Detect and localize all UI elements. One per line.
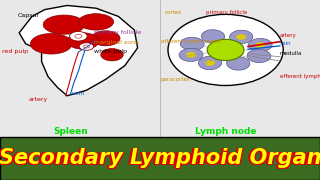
Ellipse shape xyxy=(70,31,87,41)
Ellipse shape xyxy=(180,37,204,50)
Text: marginal zone: marginal zone xyxy=(94,40,139,45)
Text: vein: vein xyxy=(280,41,292,46)
Ellipse shape xyxy=(229,30,253,44)
Ellipse shape xyxy=(30,33,72,54)
Text: afferent lymph vessel: afferent lymph vessel xyxy=(161,39,221,44)
Polygon shape xyxy=(19,5,138,96)
Ellipse shape xyxy=(91,31,120,46)
Text: Secondary Lymphoid Organ: Secondary Lymphoid Organ xyxy=(0,149,320,169)
Ellipse shape xyxy=(43,15,85,34)
Text: efferent lymphatic vessel: efferent lymphatic vessel xyxy=(280,74,320,79)
Ellipse shape xyxy=(255,42,265,48)
Text: Secondary Lymphoid Organ: Secondary Lymphoid Organ xyxy=(0,149,320,169)
Text: Capsul: Capsul xyxy=(18,13,39,17)
Text: primary follicle: primary follicle xyxy=(94,30,141,35)
Text: Lymph node: Lymph node xyxy=(195,127,256,136)
Text: Spleen: Spleen xyxy=(53,127,88,136)
Ellipse shape xyxy=(67,33,99,49)
Text: Secondary Lymphoid Organ: Secondary Lymphoid Organ xyxy=(0,147,320,168)
Ellipse shape xyxy=(198,56,222,70)
Ellipse shape xyxy=(78,14,114,30)
Text: Secondary Lymphoid Organ: Secondary Lymphoid Organ xyxy=(0,148,320,168)
FancyBboxPatch shape xyxy=(0,137,320,180)
Text: paracortex: paracortex xyxy=(161,77,191,82)
Ellipse shape xyxy=(227,57,250,70)
Ellipse shape xyxy=(84,45,89,48)
Ellipse shape xyxy=(179,48,203,61)
Text: artery: artery xyxy=(29,97,48,102)
Text: primary follicle: primary follicle xyxy=(206,10,248,15)
Ellipse shape xyxy=(205,60,215,66)
Text: white pulp: white pulp xyxy=(94,50,127,55)
Ellipse shape xyxy=(207,39,244,60)
Ellipse shape xyxy=(186,52,196,58)
Ellipse shape xyxy=(236,34,246,40)
Text: Secondary Lymphoid Organ: Secondary Lymphoid Organ xyxy=(0,148,320,168)
Text: artery: artery xyxy=(280,33,297,38)
Text: Secondary Lymphoid Organ: Secondary Lymphoid Organ xyxy=(0,148,320,168)
Ellipse shape xyxy=(75,34,82,38)
Text: red pulp: red pulp xyxy=(2,50,28,55)
Text: Secondary Lymphoid Organ: Secondary Lymphoid Organ xyxy=(0,148,320,168)
Text: cortex: cortex xyxy=(165,10,182,15)
Ellipse shape xyxy=(79,43,94,50)
Text: Secondary Lymphoid Organ: Secondary Lymphoid Organ xyxy=(0,149,320,169)
Text: Secondary Lymphoid Organ: Secondary Lymphoid Organ xyxy=(0,148,320,168)
Ellipse shape xyxy=(247,50,271,62)
Text: vein: vein xyxy=(72,91,85,96)
Text: Secondary Lymphoid Organ: Secondary Lymphoid Organ xyxy=(0,148,320,168)
Ellipse shape xyxy=(168,14,283,86)
Text: Secondary Lymphoid Organ: Secondary Lymphoid Organ xyxy=(0,148,320,168)
Ellipse shape xyxy=(201,30,225,43)
Text: medulla: medulla xyxy=(280,51,302,56)
Ellipse shape xyxy=(101,49,123,61)
Text: Secondary Lymphoid Organ: Secondary Lymphoid Organ xyxy=(0,148,320,168)
Ellipse shape xyxy=(248,39,272,51)
Text: Secondary Lymphoid Organ: Secondary Lymphoid Organ xyxy=(0,149,320,169)
